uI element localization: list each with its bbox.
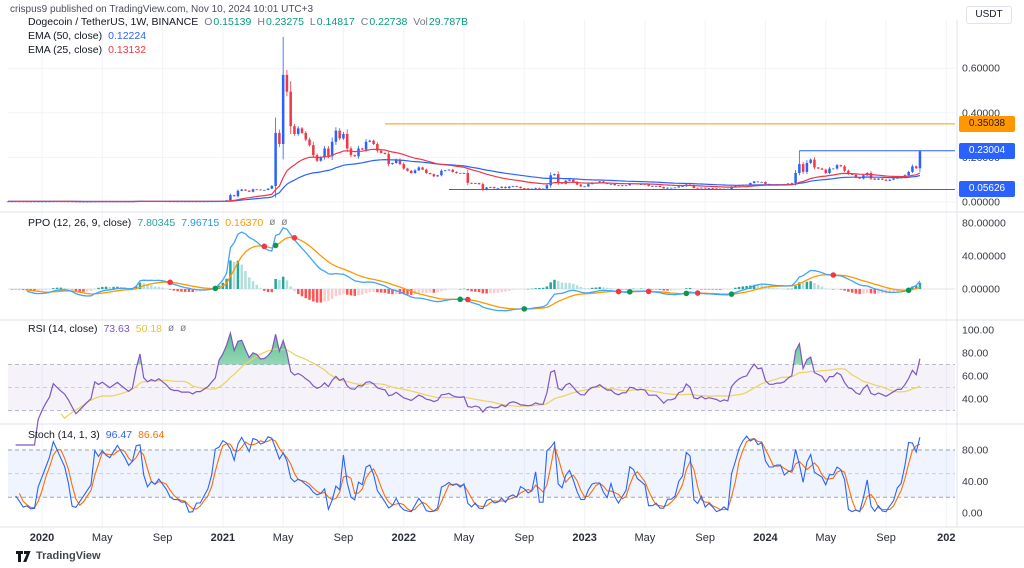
ppo-axis-tick: 0.00000	[962, 284, 1000, 296]
price-axis-tick: 0.60000	[962, 63, 1000, 75]
high-value: 0.23275	[265, 16, 304, 28]
time-axis-label: May	[634, 532, 655, 544]
eye-off-icon[interactable]: ø	[269, 217, 276, 228]
time-axis-label: May	[92, 532, 113, 544]
ppo-line-value: 7.96715	[181, 217, 220, 229]
ppo-cross-dots	[167, 235, 912, 312]
time-axis-label: 2021	[211, 532, 235, 544]
time-axis-label: May	[454, 532, 475, 544]
close-value: 0.22738	[369, 16, 408, 28]
rsi-axis-tick: 40.00	[962, 394, 988, 406]
ema50-value: 0.12224	[108, 30, 147, 42]
time-axis-label: Sep	[334, 532, 354, 544]
stoch-legend[interactable]: Stoch (14, 1, 3) 96.47 86.64	[28, 429, 164, 441]
low-value: 0.14817	[316, 16, 355, 28]
stoch-d-line	[18, 438, 921, 512]
ppo-histogram-value: 7.80345	[137, 217, 176, 229]
price-axis-tick: 0.00000	[962, 197, 1000, 209]
tradingview-footer[interactable]: TradingView	[16, 550, 101, 562]
eye-off-icon[interactable]: ø	[281, 217, 288, 228]
price-level-badge-alert[interactable]: 0.35038	[959, 116, 1015, 132]
rsi-ma-value: 50.18	[135, 323, 163, 335]
currency-button[interactable]: USDT	[966, 6, 1012, 24]
time-axis-label: 2020	[30, 532, 54, 544]
rsi-axis-tick: 100.00	[962, 325, 994, 337]
time-axis-label: 2024	[753, 532, 778, 544]
volume-value: 29.787B	[428, 16, 469, 28]
time-axis-label: May	[815, 532, 836, 544]
rsi-line	[15, 330, 921, 446]
open-value: 0.15139	[213, 16, 252, 28]
ema50-label: EMA (50, close)	[28, 30, 103, 42]
ppo-axis-tick: 80.00000	[962, 218, 1006, 230]
rsi-overbought-fill	[60, 333, 920, 365]
low-label: L	[309, 16, 316, 28]
ppo-signal-value: 0.16370	[225, 217, 264, 229]
ppo-title[interactable]: PPO (12, 26, 9, close)	[28, 217, 132, 229]
ppo-axis-tick: 40.00000	[962, 251, 1006, 263]
eye-off-icon[interactable]: ø	[168, 323, 175, 334]
eye-off-icon[interactable]: ø	[180, 323, 187, 334]
time-axis-label: Sep	[695, 532, 715, 544]
time-axis[interactable]: 2020 May Sep 2021 May Sep 2022 May Sep 2023 May Sep…	[30, 532, 956, 544]
stoch-k-value: 96.47	[105, 429, 133, 441]
stoch-axis-tick: 40.00	[962, 476, 988, 488]
stoch-k-line	[15, 435, 921, 513]
symbol-title[interactable]: Dogecoin / TetherUS, 1W, BINANCE	[28, 16, 199, 28]
stoch-d-value: 86.64	[138, 429, 165, 441]
stoch-axis-tick: 0.00	[962, 508, 983, 520]
open-label: O	[204, 16, 213, 28]
rsi-title[interactable]: RSI (14, close)	[28, 323, 98, 335]
ema25-label: EMA (25, close)	[28, 44, 103, 56]
pane-dividers	[0, 20, 1024, 528]
rsi-axis-tick: 60.00	[962, 371, 988, 383]
ppo-histogram	[10, 260, 922, 303]
stoch-axis-tick: 80.00	[962, 445, 988, 457]
rsi-legend[interactable]: RSI (14, close) 73.63 50.18 ø ø	[28, 323, 186, 335]
ema50-legend[interactable]: EMA (50, close) 0.12224	[28, 30, 146, 42]
ppo-line	[26, 226, 921, 312]
price-level-badge-support[interactable]: 0.05626	[959, 181, 1015, 197]
grid-lines	[8, 20, 955, 527]
ema25-line	[8, 148, 921, 203]
time-axis-label: 202	[937, 532, 955, 544]
ema25-value: 0.13132	[108, 44, 147, 56]
tradingview-logo-icon	[16, 550, 31, 562]
ppo-signal-line	[26, 236, 921, 310]
time-axis-label: May	[273, 532, 294, 544]
price-level-badge-resistance[interactable]: 0.23004	[959, 143, 1015, 159]
volume-label: Vol	[413, 16, 428, 28]
ppo-legend[interactable]: PPO (12, 26, 9, close) 7.80345 7.96715 0…	[28, 217, 287, 229]
time-axis-label: Sep	[153, 532, 173, 544]
time-axis-label: Sep	[515, 532, 535, 544]
close-label: C	[360, 16, 369, 28]
candlestick-series[interactable]	[6, 36, 922, 203]
price-legend[interactable]: Dogecoin / TetherUS, 1W, BINANCE O 0.1513…	[28, 16, 468, 28]
rsi-value: 73.63	[103, 323, 130, 335]
high-label: H	[257, 16, 265, 28]
rsi-axis-tick: 80.00	[962, 348, 988, 360]
time-axis-label: Sep	[876, 532, 896, 544]
stoch-title[interactable]: Stoch (14, 1, 3)	[28, 429, 100, 441]
ema25-legend[interactable]: EMA (25, close) 0.13132	[28, 44, 146, 56]
time-axis-label: 2023	[572, 532, 596, 544]
published-note: crispus9 published on TradingView.com, N…	[10, 4, 314, 15]
drawn-price-levels[interactable]	[384, 123, 955, 190]
time-axis-label: 2022	[391, 532, 415, 544]
tradingview-brand-text: TradingView	[36, 550, 101, 562]
